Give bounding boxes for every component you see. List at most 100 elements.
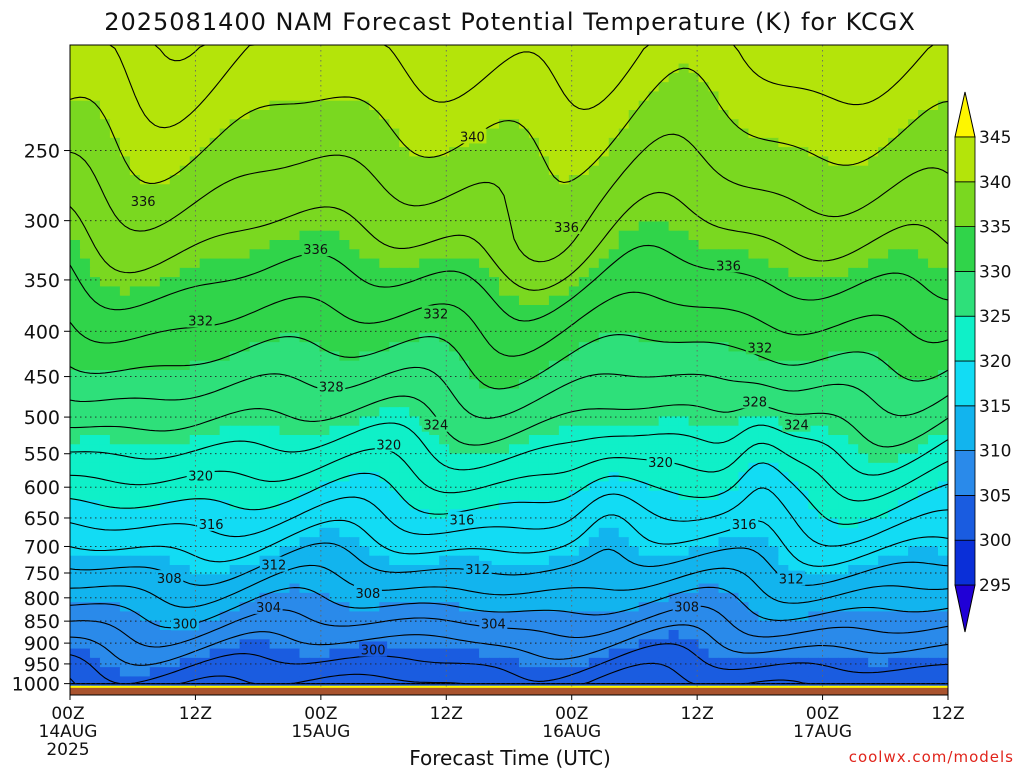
fill-cell bbox=[309, 332, 321, 343]
fill-cell bbox=[678, 555, 690, 566]
fill-cell bbox=[908, 425, 919, 436]
fill-cell bbox=[698, 240, 710, 250]
fill-cell bbox=[638, 416, 650, 427]
fill-cell bbox=[299, 128, 311, 139]
fill-cell bbox=[319, 212, 331, 223]
fill-cell bbox=[878, 416, 889, 427]
fill-cell bbox=[209, 407, 221, 418]
fill-cell bbox=[818, 110, 829, 120]
fill-cell bbox=[728, 63, 740, 74]
fill-cell bbox=[798, 481, 809, 492]
fill-cell bbox=[728, 295, 740, 306]
fill-cell bbox=[399, 82, 410, 93]
fill-cell bbox=[329, 314, 340, 325]
fill-cell bbox=[439, 342, 450, 353]
fill-cell bbox=[409, 332, 420, 343]
fill-cell bbox=[179, 277, 191, 288]
fill-cell bbox=[788, 397, 799, 408]
fill-cell bbox=[548, 360, 560, 371]
fill-cell bbox=[918, 416, 929, 427]
fill-cell bbox=[79, 128, 91, 139]
fill-cell bbox=[249, 416, 261, 427]
fill-cell bbox=[518, 137, 530, 148]
fill-cell bbox=[538, 100, 550, 111]
fill-cell bbox=[528, 212, 540, 223]
fill-cell bbox=[748, 72, 760, 83]
fill-cell bbox=[299, 323, 311, 334]
fill-cell bbox=[788, 54, 799, 65]
fill-cell bbox=[469, 351, 480, 362]
fill-cell bbox=[648, 314, 660, 325]
fill-cell bbox=[888, 91, 899, 102]
fill-cell bbox=[758, 500, 770, 510]
fill-cell bbox=[249, 184, 261, 195]
fill-cell bbox=[329, 147, 340, 158]
fill-cell bbox=[89, 518, 101, 529]
fill-cell bbox=[568, 481, 580, 492]
fill-cell bbox=[528, 546, 540, 557]
fill-cell bbox=[219, 100, 231, 111]
fill-cell bbox=[109, 128, 121, 139]
fill-cell bbox=[109, 509, 121, 520]
fill-cell bbox=[269, 314, 281, 325]
fill-cell bbox=[918, 258, 929, 269]
fill-cell bbox=[578, 147, 590, 158]
fill-cell bbox=[439, 267, 450, 278]
fill-cell bbox=[638, 63, 650, 74]
fill-cell bbox=[718, 240, 730, 250]
fill-cell bbox=[878, 527, 889, 538]
fill-cell bbox=[79, 45, 91, 55]
fill-cell bbox=[439, 462, 450, 473]
fill-cell bbox=[768, 63, 779, 74]
fill-cell bbox=[419, 555, 430, 566]
fill-cell bbox=[129, 277, 141, 288]
fill-cell bbox=[708, 82, 720, 93]
fill-cell bbox=[99, 397, 111, 408]
fill-cell bbox=[678, 119, 690, 130]
fill-cell bbox=[528, 370, 540, 380]
fill-cell bbox=[818, 397, 829, 408]
fill-cell bbox=[578, 351, 590, 362]
fill-cell bbox=[578, 342, 590, 353]
fill-cell bbox=[479, 63, 490, 74]
fill-cell bbox=[598, 407, 610, 418]
fill-cell bbox=[798, 305, 809, 315]
fill-cell bbox=[898, 110, 909, 120]
fill-cell bbox=[818, 462, 829, 473]
fill-cell bbox=[379, 277, 390, 288]
fill-cell bbox=[598, 370, 610, 380]
fill-cell bbox=[299, 100, 311, 111]
fill-cell bbox=[738, 45, 750, 55]
fill-cell bbox=[928, 323, 939, 334]
fill-cell bbox=[269, 490, 281, 501]
fill-cell bbox=[89, 527, 101, 538]
fill-cell bbox=[499, 472, 510, 483]
fill-cell bbox=[738, 258, 750, 269]
fill-cell bbox=[209, 435, 221, 445]
fill-cell bbox=[938, 240, 948, 250]
fill-cell bbox=[89, 100, 101, 111]
fill-cell bbox=[618, 444, 630, 455]
fill-cell bbox=[139, 509, 151, 520]
fill-cell bbox=[179, 425, 191, 436]
fill-cell bbox=[119, 175, 131, 185]
fill-cell bbox=[70, 509, 81, 520]
fill-cell bbox=[199, 537, 211, 548]
fill-cell bbox=[99, 518, 111, 529]
fill-cell bbox=[728, 407, 740, 418]
fill-cell bbox=[818, 193, 829, 204]
fill-cell bbox=[449, 156, 460, 167]
fill-cell bbox=[658, 546, 670, 557]
fill-cell bbox=[70, 332, 81, 343]
fill-cell bbox=[918, 370, 929, 380]
fill-cell bbox=[419, 193, 430, 204]
fill-cell bbox=[728, 202, 740, 213]
fill-cell bbox=[509, 435, 520, 445]
fill-cell bbox=[289, 527, 301, 538]
fill-cell bbox=[548, 323, 560, 334]
fill-cell bbox=[758, 546, 770, 557]
fill-cell bbox=[109, 63, 121, 74]
fill-cell bbox=[159, 453, 171, 464]
fill-cell bbox=[239, 500, 251, 510]
fill-cell bbox=[249, 175, 261, 185]
